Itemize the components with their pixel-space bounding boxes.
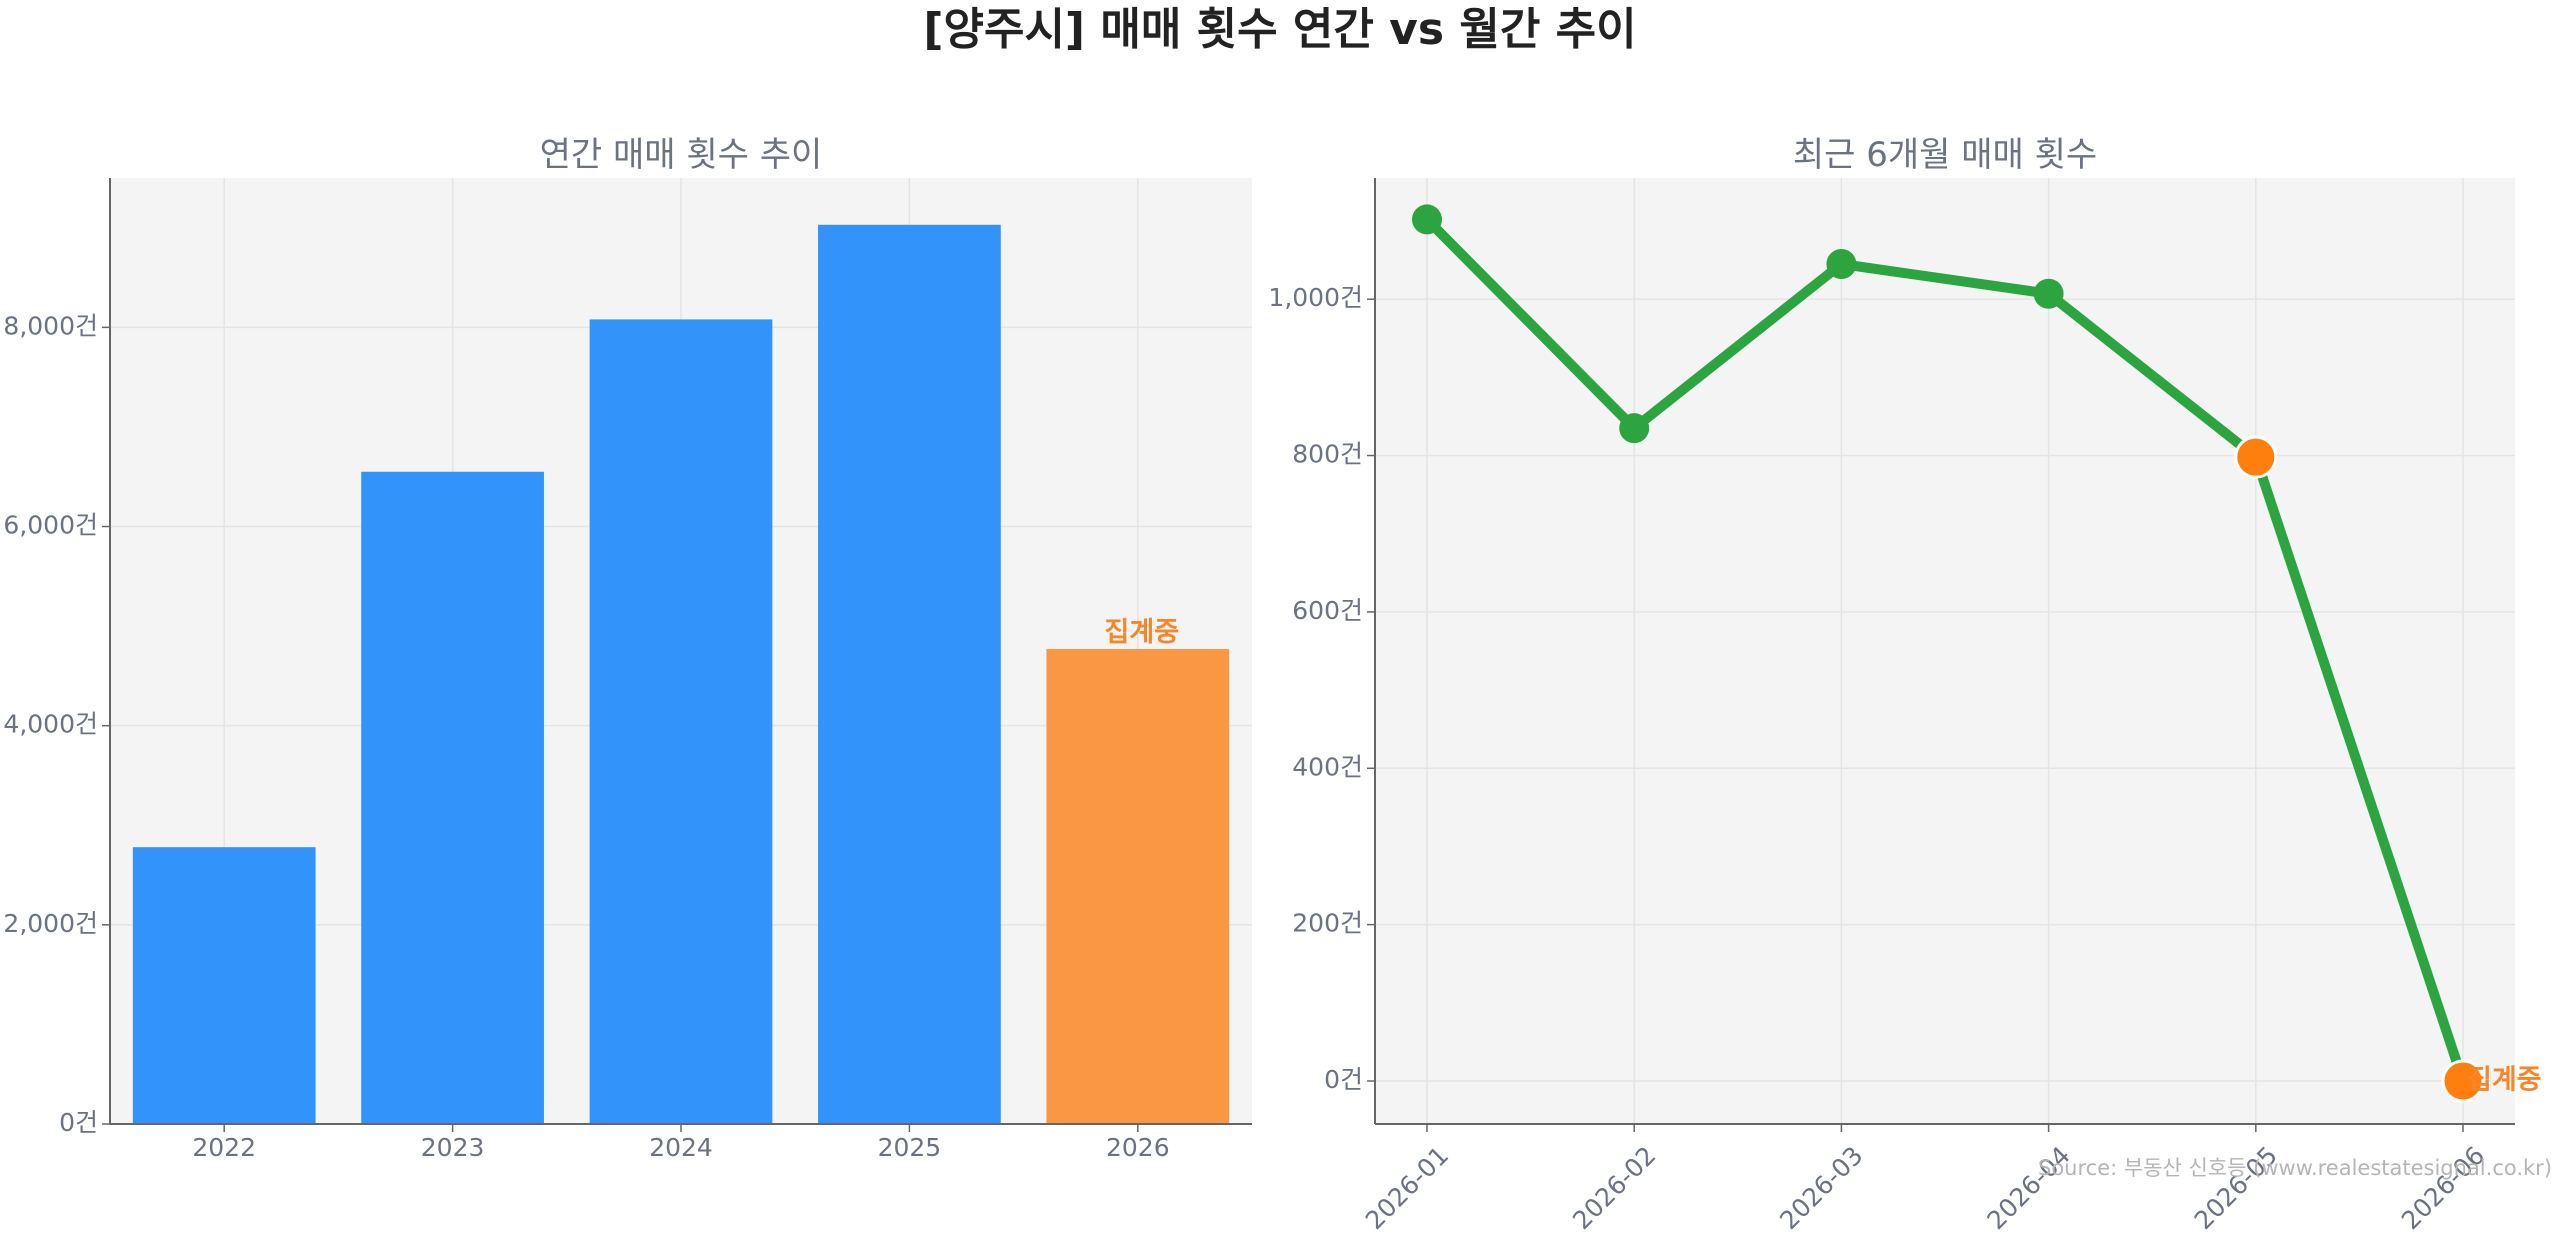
monthly-line-chart: 0건 200건 400건 600건 800건 1,000건 2026-01 2026-02 20…	[1270, 178, 2542, 1234]
series-line	[1422, 214, 2468, 1086]
y-tick-label: 0건	[1324, 1065, 1363, 1094]
y-tick-label: 800건	[1292, 440, 1363, 469]
bar-2024	[589, 319, 773, 1124]
y-tick-label: 4,000건	[3, 710, 98, 739]
x-tick-label: 2026-01	[1360, 1141, 1454, 1234]
y-tick-label: 8,000건	[3, 311, 98, 340]
y-tick-label: 200건	[1292, 909, 1363, 938]
x-tick-label: 2026-02	[1567, 1141, 1661, 1234]
bar-annotation: 집계중	[1105, 617, 1180, 648]
source-text: Source: 부동산 신호등 (www.realestatesignal.co…	[2038, 1156, 2553, 1180]
monthly-chart-title: 최근 6개월 매매 횟수	[1792, 135, 2098, 175]
y-tick-label: 1,000건	[1270, 283, 1363, 312]
bar-2026	[1046, 649, 1230, 1124]
data-point-2026-06	[2441, 1059, 2485, 1103]
data-point-2026-04	[2033, 278, 2064, 309]
point-annotation: 집계중	[2467, 1065, 2542, 1096]
annual-bar-chart: 0건 2,000건 4,000건 6,000건 8,000건 2022 2023 2024 20…	[3, 178, 1252, 1162]
y-tick-label: 600건	[1292, 596, 1363, 625]
y-tick-label: 400건	[1292, 752, 1363, 781]
x-tick-label: 2026	[1106, 1133, 1170, 1162]
bar-2023	[361, 471, 544, 1124]
y-tick-label: 0건	[59, 1108, 98, 1137]
data-point-2026-02	[1619, 413, 1650, 444]
x-tick-label: 2025	[878, 1133, 942, 1162]
data-point-2026-03	[1826, 249, 1857, 279]
data-point-2026-05	[2234, 435, 2278, 479]
data-point-2026-01	[1412, 204, 1442, 235]
annual-chart-title: 연간 매매 횟수 추이	[539, 135, 823, 175]
x-tick-label: 2024	[649, 1133, 713, 1162]
x-tick-label: 2026-03	[1774, 1141, 1868, 1234]
bar-2022	[132, 847, 316, 1124]
plot-background	[1375, 178, 2515, 1124]
y-tick-label: 2,000건	[3, 909, 98, 938]
bar-2025	[818, 224, 1001, 1124]
main-title: [양주시] 매매 횟수 연간 vs 월간 추이	[923, 4, 1637, 55]
x-tick-label: 2022	[192, 1133, 256, 1162]
x-tick-label: 2023	[421, 1133, 485, 1162]
y-tick-label: 6,000건	[3, 511, 98, 540]
